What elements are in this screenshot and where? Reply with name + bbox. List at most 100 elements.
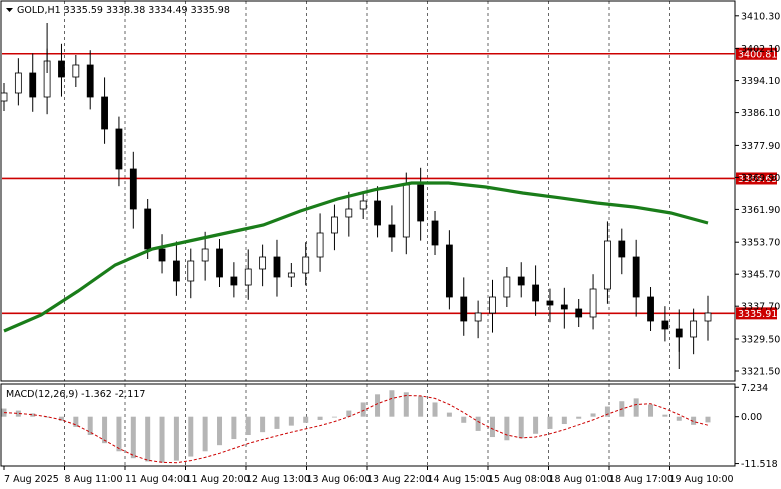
candle-body: [517, 276, 525, 286]
macd-axis[interactable]: 7.234 0.00 -11.518: [735, 383, 778, 470]
price-axis[interactable]: 3410.30 3402.10 3394.10 3386.10 3377.90 3369.…: [735, 11, 780, 378]
candle-body: [158, 248, 166, 262]
macd-tick-label: 7.234: [741, 383, 768, 394]
macd-histogram-bar: [159, 416, 165, 463]
x-tick-label: 18 Aug 01:00: [549, 474, 613, 485]
y-tick-label: 3345.70: [741, 270, 780, 281]
candle-body: [316, 232, 324, 258]
candle-body: [345, 208, 353, 218]
macd-histogram-bar: [547, 416, 553, 429]
macd-histogram-bar: [375, 394, 381, 417]
candle-body: [144, 208, 152, 250]
candle-body: [460, 296, 468, 322]
x-tick-label: 15 Aug 08:00: [488, 474, 552, 485]
y-tick-label: 3386.10: [741, 108, 780, 119]
macd-histogram-bar: [604, 406, 610, 417]
macd-histogram-bar: [331, 416, 337, 418]
macd-histogram-bar: [102, 416, 108, 444]
moving-average: [3, 181, 709, 333]
x-tick-label: 12 Aug 13:00: [246, 474, 310, 485]
macd-histogram-bar: [188, 416, 194, 457]
candle-body: [302, 256, 310, 274]
macd-histogram-bar: [662, 414, 668, 417]
macd-histogram-bar: [44, 416, 50, 418]
macd-histogram-bar: [561, 416, 567, 425]
macd-histogram-bar: [533, 416, 539, 434]
x-tick-label: 18 Aug 17:00: [609, 474, 673, 485]
candle-body: [474, 312, 482, 322]
candle-body: [359, 200, 367, 210]
candle-body: [259, 256, 267, 270]
candle-body: [29, 72, 37, 98]
candle-body: [445, 244, 453, 298]
macd-histogram-bar: [346, 410, 352, 417]
candle-body: [187, 260, 195, 282]
candle-body: [86, 64, 94, 98]
horizontal-levels[interactable]: 3400.81 3369.63 3335.91: [2, 47, 777, 320]
macd-histogram-bar: [58, 416, 64, 421]
candle-body: [331, 216, 338, 234]
macd-histogram-bar: [432, 402, 438, 417]
macd-histogram-bar: [87, 416, 93, 436]
candle-body: [201, 248, 209, 262]
y-tick-label: 3410.30: [741, 11, 780, 22]
x-tick-label: 13 Aug 22:00: [367, 474, 431, 485]
macd-histogram-bar: [303, 416, 309, 423]
macd-histogram-bar: [705, 416, 711, 423]
macd-histogram-bar: [676, 416, 682, 421]
candle-body: [374, 200, 381, 226]
macd-histogram-bar: [691, 416, 697, 425]
x-tick-label: 7 Aug 2025: [4, 474, 59, 485]
x-tick-label: 19 Aug 10:00: [670, 474, 734, 485]
candle-body: [417, 184, 425, 222]
macd-histogram-bar: [389, 390, 395, 417]
x-tick-label: 11 Aug 04:00: [125, 474, 189, 485]
macd-pane-frame: [0, 383, 736, 467]
chart-menu-triangle-icon[interactable]: [6, 8, 13, 12]
macd-histogram-bar: [590, 413, 596, 417]
macd-histogram-bar: [489, 416, 495, 438]
candle-body: [101, 96, 108, 130]
x-tick-label: 14 Aug 15:00: [428, 474, 492, 485]
macd-indicator: [1, 390, 711, 464]
macd-histogram-bar: [30, 413, 36, 417]
macd-indicator-label: MACD(12,26,9) -1.362 -2.117: [6, 389, 145, 400]
y-tick-label: 3337.70: [741, 302, 780, 313]
candle-body: [647, 296, 654, 322]
macd-histogram-bar: [648, 404, 654, 417]
candle-body: [244, 268, 252, 286]
y-tick-label: 3369.90: [741, 173, 780, 184]
macd-histogram-bar: [231, 416, 237, 440]
x-tick-label: 8 Aug 11:00: [65, 474, 123, 485]
macd-histogram-bar: [217, 416, 223, 446]
x-tick-label: 13 Aug 06:00: [307, 474, 371, 485]
candle-body: [575, 308, 583, 318]
candle-body: [72, 64, 80, 78]
candle-body: [230, 276, 238, 286]
macd-histogram-bar: [202, 416, 208, 452]
macd-histogram-bar: [116, 416, 122, 452]
y-tick-label: 3394.10: [741, 76, 780, 87]
macd-histogram-bar: [576, 416, 582, 419]
candle-body: [431, 220, 439, 246]
macd-histogram-bar: [461, 416, 467, 423]
macd-histogram-bar: [274, 416, 280, 429]
candle-body: [560, 304, 568, 310]
level-price-label: 3369.63: [738, 174, 777, 185]
y-tick-label: 3329.50: [741, 335, 780, 346]
candle-body: [632, 256, 640, 298]
candle-body: [618, 240, 626, 258]
macd-histogram-bar: [518, 416, 524, 439]
candles: [0, 23, 712, 369]
candle-body: [604, 240, 611, 290]
symbol-ohlc-header: GOLD,H1 3335.59 3338.38 3334.49 3335.98: [17, 5, 230, 16]
macd-tick-label: -11.518: [741, 459, 778, 470]
level-price-tag: [736, 47, 777, 60]
macd-histogram-bar: [504, 416, 510, 441]
candle-body: [690, 320, 698, 338]
macd-histogram-bar: [633, 398, 639, 417]
macd-histogram-bar: [288, 416, 294, 426]
